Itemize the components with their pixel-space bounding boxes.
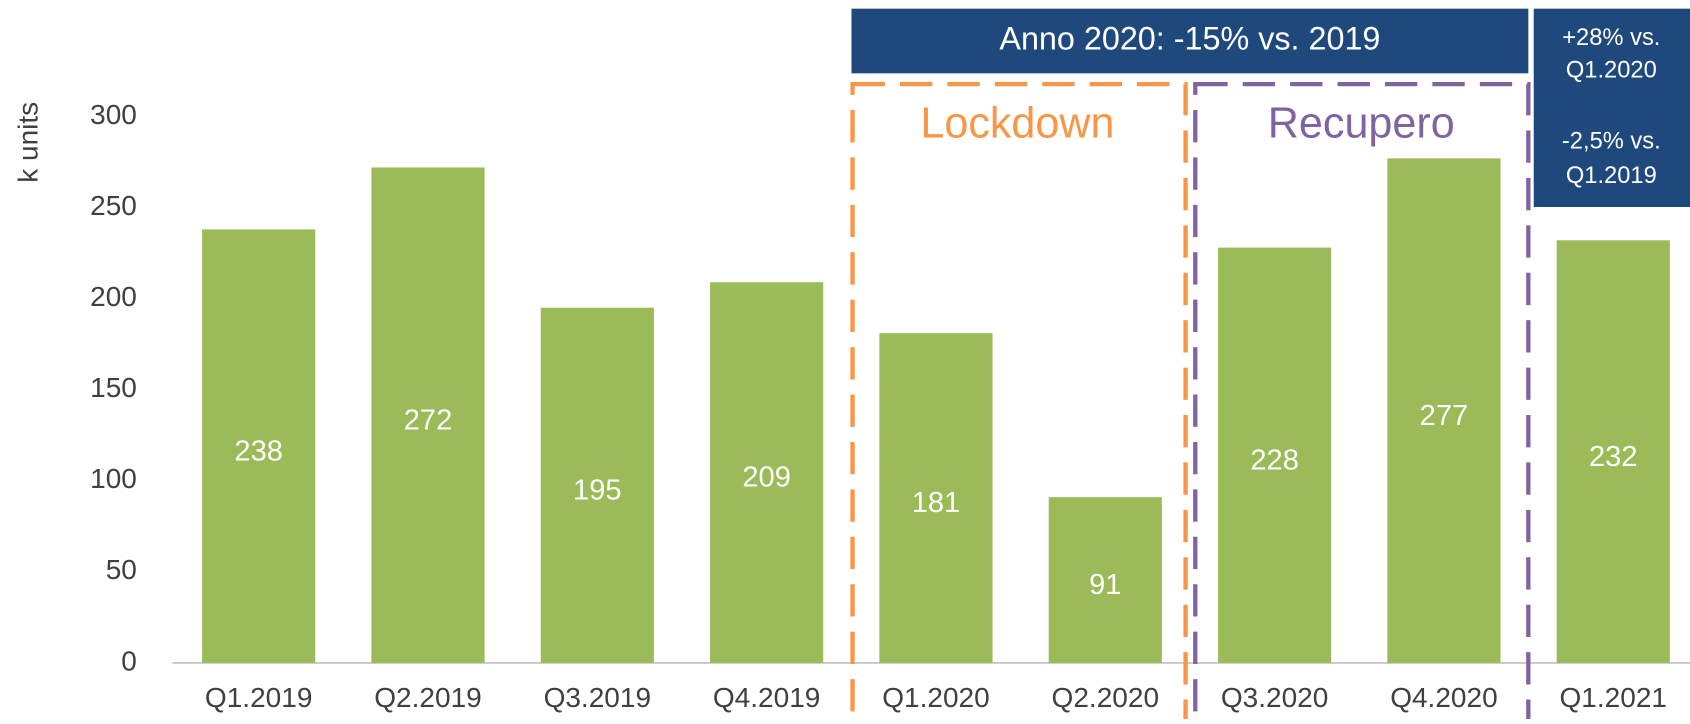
- x-tick-label: Q3.2020: [1221, 682, 1328, 713]
- x-tick-label: Q2.2020: [1052, 682, 1159, 713]
- note-text: +28% vs.: [1562, 25, 1660, 51]
- y-tick-label: 250: [90, 190, 137, 221]
- bar: [371, 167, 485, 663]
- lockdown-label: Lockdown: [920, 100, 1114, 148]
- bar: [710, 282, 824, 663]
- recupero-label: Recupero: [1268, 100, 1455, 148]
- x-tick-label: Q4.2020: [1390, 682, 1497, 713]
- value-label: 272: [404, 404, 453, 436]
- value-label: 277: [1420, 400, 1469, 432]
- note-text: Q1.2020: [1566, 57, 1657, 83]
- x-tick-label: Q4.2019: [713, 682, 820, 713]
- y-axis-label: k units: [13, 102, 44, 183]
- value-label: 228: [1250, 444, 1299, 476]
- y-tick-label: 100: [90, 463, 137, 494]
- note-box: [1533, 8, 1690, 207]
- note-text: Q1.2019: [1566, 163, 1657, 189]
- bar: [202, 229, 316, 663]
- recupero-box: [1193, 81, 1531, 724]
- value-label: 209: [742, 462, 791, 494]
- x-tick-label: Q1.2020: [882, 682, 989, 713]
- bar: [1218, 247, 1332, 663]
- x-tick-label: Q1.2019: [205, 682, 312, 713]
- bar: [1556, 240, 1670, 663]
- bars: 238 272 195 209 181 91 228 277 232: [202, 158, 1670, 663]
- value-label: 181: [912, 487, 961, 519]
- value-label: 238: [234, 435, 283, 467]
- value-label: 195: [573, 474, 622, 506]
- bar: [1048, 497, 1162, 663]
- y-tick-label: 150: [90, 372, 137, 403]
- x-tick-label: Q1.2021: [1560, 682, 1667, 713]
- x-tick-label: Q2.2019: [374, 682, 481, 713]
- bar: [879, 333, 993, 663]
- note-text: -2,5% vs.: [1562, 129, 1661, 155]
- x-tick-label: Q3.2019: [544, 682, 651, 713]
- lockdown-box: [850, 81, 1188, 724]
- banner-text: Anno 2020: -15% vs. 2019: [999, 21, 1380, 57]
- banner: [851, 8, 1529, 74]
- y-tick-label: 50: [106, 554, 137, 585]
- value-label: 232: [1589, 441, 1638, 473]
- bar: [540, 307, 654, 663]
- y-tick-label: 300: [90, 99, 137, 130]
- bar: [1387, 158, 1501, 663]
- y-tick-label: 200: [90, 281, 137, 312]
- y-tick-label: 0: [121, 645, 137, 676]
- value-label: 91: [1089, 569, 1121, 601]
